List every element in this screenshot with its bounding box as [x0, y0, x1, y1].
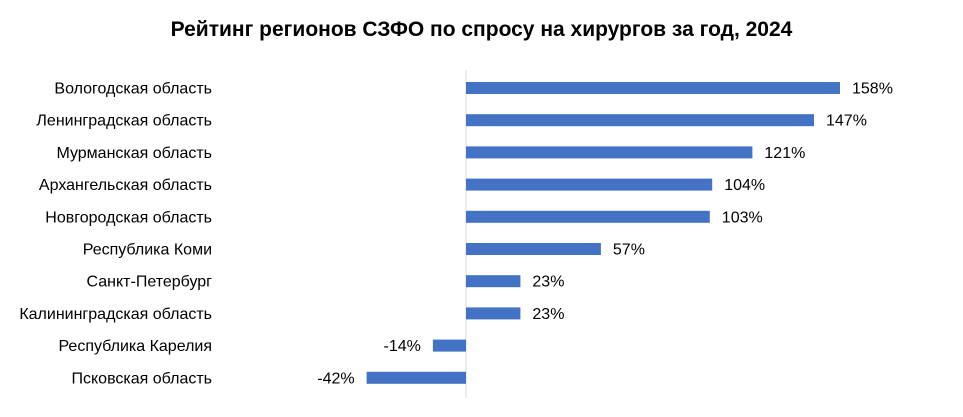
bar	[466, 210, 710, 223]
category-label: Новгородская область	[45, 209, 212, 226]
data-label: -14%	[384, 338, 421, 355]
bar	[466, 178, 713, 191]
data-label: 158%	[852, 81, 893, 98]
data-label: 23%	[532, 274, 564, 291]
bar	[366, 371, 466, 384]
data-label: 103%	[722, 209, 763, 226]
bar	[466, 243, 601, 255]
category-label: Калининградская область	[19, 306, 212, 323]
data-label: 104%	[724, 177, 765, 194]
category-label: Вологодская область	[54, 81, 212, 98]
data-label: 23%	[532, 306, 564, 323]
data-label: -42%	[317, 370, 354, 387]
category-label: Республика Коми	[83, 242, 212, 259]
labels-layer: Вологодская область 158% Ленинградская обл…	[19, 81, 893, 388]
bar	[466, 82, 840, 94]
bar	[466, 275, 521, 288]
bars-layer	[366, 82, 840, 384]
category-label: Ленинградская область	[36, 113, 212, 130]
category-label: Псковская область	[72, 370, 213, 387]
bar	[466, 307, 521, 320]
bar	[432, 339, 466, 352]
bar	[466, 114, 814, 127]
category-label: Архангельская область	[39, 177, 212, 194]
data-label: 57%	[613, 242, 645, 259]
chart-title: Рейтинг регионов СЗФО по спросу на хирур…	[170, 18, 793, 41]
data-label: 121%	[764, 145, 805, 162]
category-label: Мурманская область	[56, 145, 212, 162]
data-label: 147%	[826, 113, 867, 130]
bar	[466, 146, 753, 159]
category-label: Республика Карелия	[58, 338, 212, 355]
category-label: Санкт-Петербург	[87, 274, 213, 291]
